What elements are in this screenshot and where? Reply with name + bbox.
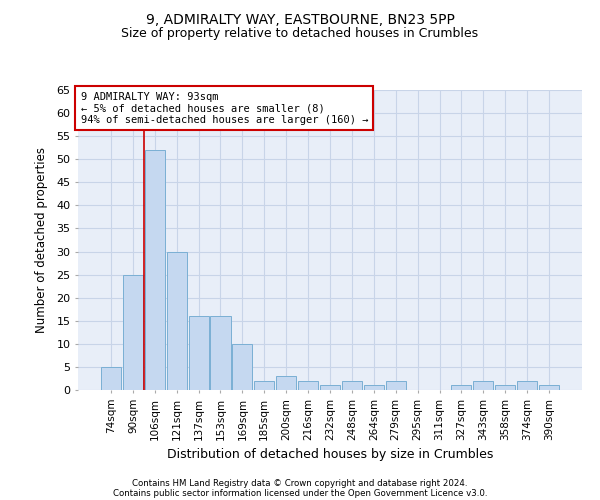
Text: Contains public sector information licensed under the Open Government Licence v3: Contains public sector information licen… <box>113 488 487 498</box>
Text: 9 ADMIRALTY WAY: 93sqm
← 5% of detached houses are smaller (8)
94% of semi-detac: 9 ADMIRALTY WAY: 93sqm ← 5% of detached … <box>80 92 368 124</box>
Bar <box>320 386 340 390</box>
Bar <box>254 381 274 390</box>
Text: Size of property relative to detached houses in Crumbles: Size of property relative to detached ho… <box>121 28 479 40</box>
Bar <box>101 367 121 390</box>
Bar <box>473 381 493 390</box>
X-axis label: Distribution of detached houses by size in Crumbles: Distribution of detached houses by size … <box>167 448 493 461</box>
Bar <box>495 386 515 390</box>
Bar <box>298 381 318 390</box>
Bar <box>342 381 362 390</box>
Bar <box>517 381 537 390</box>
Text: 9, ADMIRALTY WAY, EASTBOURNE, BN23 5PP: 9, ADMIRALTY WAY, EASTBOURNE, BN23 5PP <box>146 12 454 26</box>
Bar <box>188 316 209 390</box>
Bar <box>276 376 296 390</box>
Text: Contains HM Land Registry data © Crown copyright and database right 2024.: Contains HM Land Registry data © Crown c… <box>132 478 468 488</box>
Bar <box>123 274 143 390</box>
Y-axis label: Number of detached properties: Number of detached properties <box>35 147 48 333</box>
Bar <box>211 316 230 390</box>
Bar <box>386 381 406 390</box>
Bar <box>451 386 472 390</box>
Bar <box>167 252 187 390</box>
Bar <box>539 386 559 390</box>
Bar <box>145 150 165 390</box>
Bar <box>364 386 384 390</box>
Bar <box>232 344 253 390</box>
